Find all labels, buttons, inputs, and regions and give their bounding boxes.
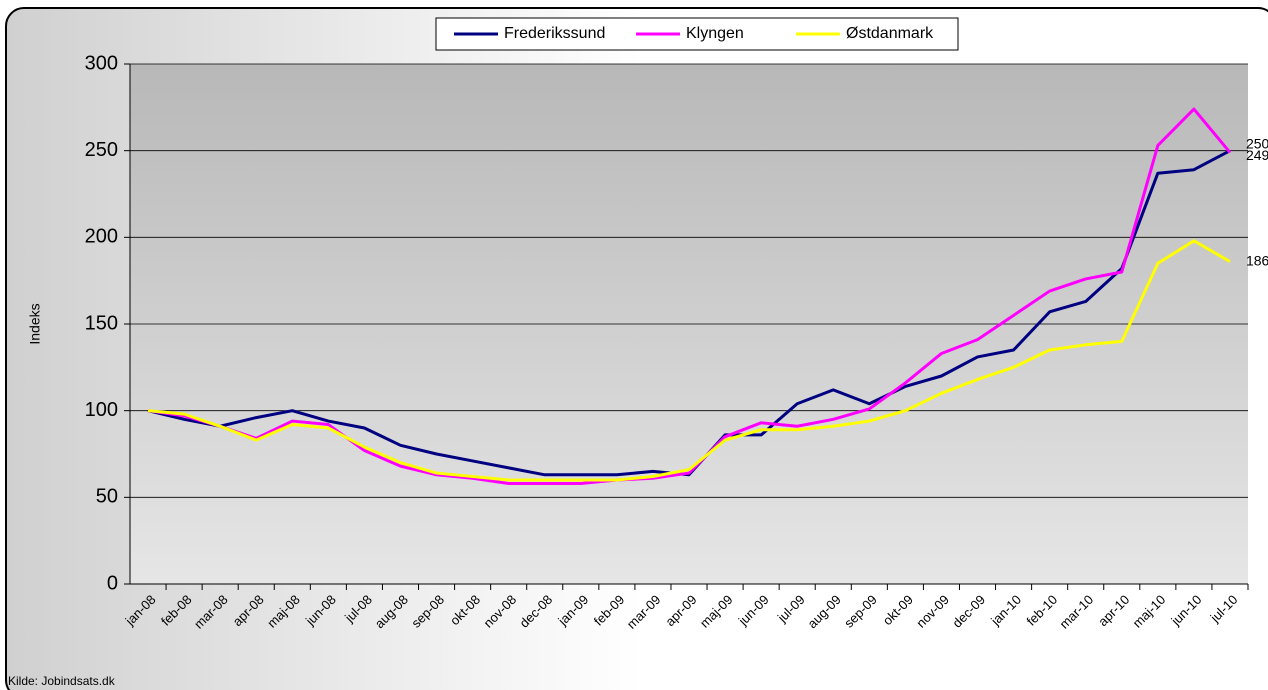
series-line	[147, 149, 1231, 477]
y-axis-label: Indeks	[27, 303, 43, 344]
legend-box	[435, 17, 959, 51]
data-label: 250	[1246, 135, 1268, 151]
legend-label: Klyngen	[686, 25, 744, 42]
y-tick-label: 0	[107, 572, 118, 594]
y-tick-label: 300	[85, 52, 118, 74]
legend-label: Frederikssund	[504, 25, 605, 42]
source: Kilde: Jobindsats.dk	[8, 674, 116, 688]
y-tick-label: 150	[85, 312, 118, 334]
series-line	[147, 107, 1232, 485]
data-label: 249	[1246, 147, 1268, 163]
data-label: 186	[1246, 252, 1268, 268]
y-tick-label: 100	[85, 399, 118, 421]
legend-label: Østdanmark	[846, 25, 934, 42]
y-tick-label: 50	[96, 486, 118, 508]
series-line	[147, 239, 1231, 482]
y-tick-label: 200	[85, 226, 118, 248]
y-tick-label: 250	[85, 139, 118, 161]
